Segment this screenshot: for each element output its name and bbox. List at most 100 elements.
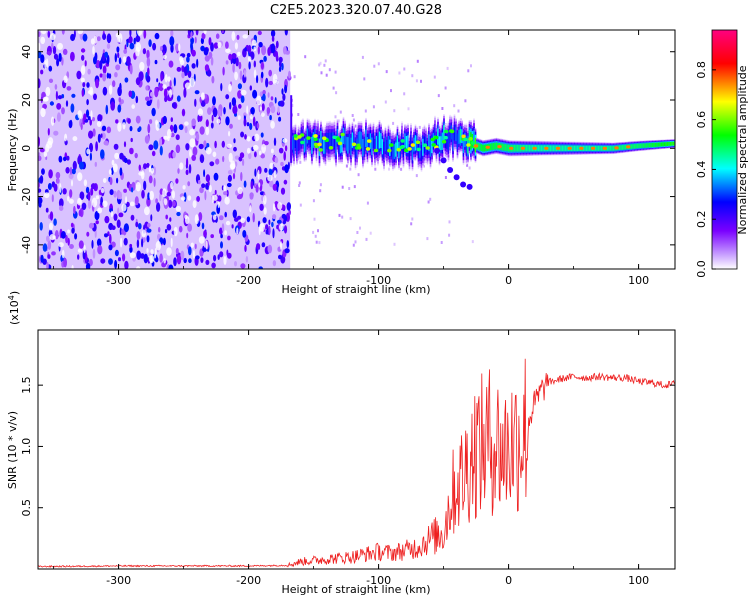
noise-blob	[198, 179, 201, 185]
signal-band	[456, 133, 459, 149]
noise-blob	[213, 172, 219, 181]
noise-gap	[277, 202, 283, 210]
noise-blob	[104, 233, 108, 238]
secondary-trace-point	[453, 174, 460, 181]
noise-blob	[151, 107, 156, 117]
signal-band	[494, 142, 496, 150]
signal-band	[584, 145, 586, 151]
speckle	[416, 59, 419, 63]
noise-blob	[256, 122, 260, 129]
noise-blob	[280, 161, 284, 167]
noise-blob	[200, 257, 204, 263]
noise-gap	[43, 151, 48, 158]
noise-blob	[80, 48, 86, 53]
noise-blob	[104, 215, 110, 224]
noise-blob	[46, 51, 52, 55]
speckle	[467, 69, 470, 73]
noise-blob	[269, 115, 272, 121]
noise-blob	[199, 154, 205, 164]
signal-band	[353, 134, 355, 149]
noise-blob	[47, 128, 50, 136]
signal-band	[644, 143, 646, 148]
signal-band	[654, 142, 657, 147]
noise-blob	[63, 156, 67, 162]
noise-blob	[38, 155, 42, 161]
noise-blob	[231, 53, 237, 59]
noise-blob	[194, 98, 197, 107]
noise-blob	[220, 83, 223, 92]
speckle	[334, 70, 337, 74]
noise-blob	[47, 240, 52, 250]
noise-blob	[136, 231, 141, 240]
noise-gap	[205, 126, 210, 136]
noise-blob	[161, 44, 167, 55]
signal-band	[392, 142, 394, 160]
noise-blob	[156, 78, 159, 83]
noise-blob	[114, 249, 119, 257]
noise-blob	[133, 37, 136, 45]
noise-blob	[74, 233, 78, 240]
noise-blob	[281, 88, 284, 95]
signal-band	[483, 144, 486, 152]
noise-blob	[246, 216, 251, 223]
signal-band	[659, 142, 661, 147]
signal-band	[669, 141, 672, 146]
noise-blob	[176, 254, 182, 265]
noise-blob	[48, 65, 53, 72]
noise-blob	[207, 180, 210, 187]
noise-gap	[89, 86, 94, 96]
noise-gap	[256, 95, 262, 106]
signal-band	[666, 142, 669, 146]
signal-band	[345, 136, 348, 151]
signal-band	[407, 135, 409, 153]
noise-blob	[85, 253, 88, 263]
noise-blob	[221, 223, 225, 232]
noise-blob	[203, 47, 209, 56]
signal-band	[330, 132, 333, 148]
speckle	[353, 185, 356, 189]
noise-blob	[95, 141, 98, 152]
signal-band	[492, 143, 495, 150]
signal-band	[359, 131, 361, 146]
signal-band	[302, 129, 304, 146]
signal-band	[438, 136, 441, 154]
signal-band	[389, 139, 391, 156]
noise-blob	[186, 232, 189, 239]
speckle	[354, 240, 357, 244]
signal-band	[365, 129, 367, 147]
noise-blob	[100, 196, 103, 206]
noise-blob	[105, 104, 109, 115]
noise-blob	[160, 74, 163, 82]
noise-blob	[51, 251, 56, 256]
signal-band	[318, 138, 321, 156]
noise-blob	[233, 146, 237, 152]
noise-blob	[81, 89, 85, 97]
noise-blob	[164, 229, 168, 234]
noise-gap	[163, 198, 168, 206]
noise-blob	[256, 243, 261, 250]
noise-blob	[199, 187, 204, 194]
noise-blob	[62, 48, 68, 56]
noise-blob	[45, 207, 49, 213]
noise-blob	[39, 148, 45, 153]
noise-gap	[197, 108, 203, 117]
signal-band	[452, 134, 454, 151]
noise-gap	[261, 143, 266, 154]
signal-band	[471, 134, 474, 148]
signal-band	[473, 130, 475, 148]
signal-blob	[416, 147, 421, 152]
colorbar-tick-label: 0.8	[695, 61, 708, 79]
signal-peak-dot	[544, 146, 549, 150]
noise-blob	[111, 225, 116, 230]
signal-band	[495, 142, 498, 150]
noise-gap	[270, 148, 274, 154]
noise-blob	[186, 52, 191, 58]
noise-gap	[190, 242, 194, 248]
noise-blob	[198, 114, 203, 122]
noise-blob	[38, 197, 43, 205]
snr-panel: -300 -200 -100 0 100 0.5 1.0 1.5 Height of str…	[6, 291, 676, 596]
noise-blob	[53, 130, 59, 136]
speckle	[349, 217, 352, 221]
noise-blob	[109, 189, 114, 196]
noise-blob	[245, 255, 249, 263]
